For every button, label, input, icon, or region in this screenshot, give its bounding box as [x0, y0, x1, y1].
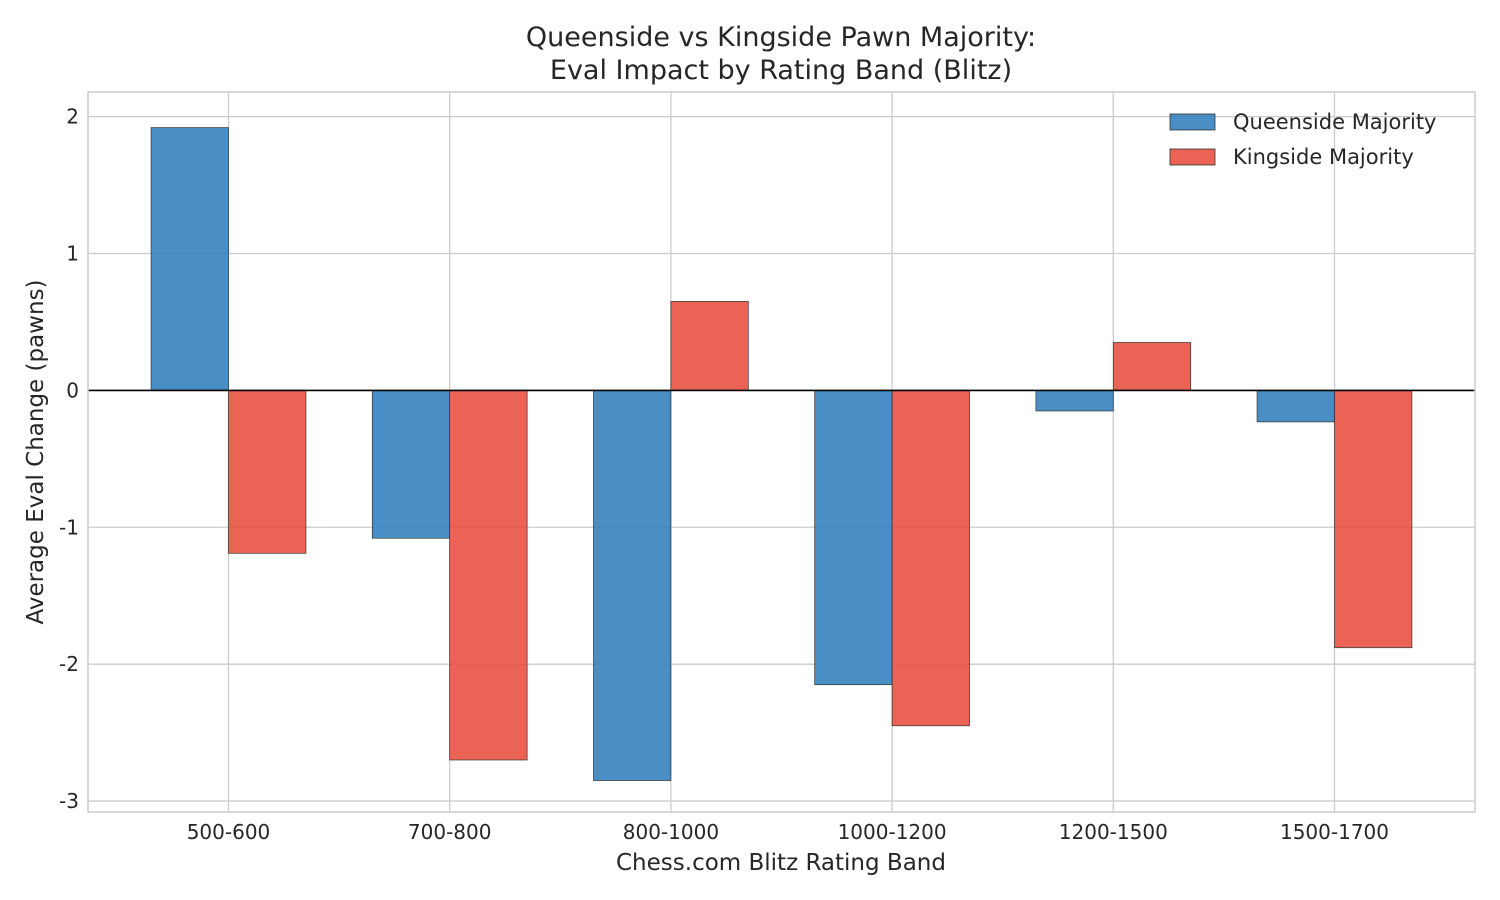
- chart-title-line-1: Queenside vs Kingside Pawn Majority:: [526, 22, 1036, 53]
- y-tick-label: 1: [66, 242, 79, 266]
- x-axis-label: Chess.com Blitz Rating Band: [616, 850, 946, 876]
- legend-swatch-queenside: [1169, 113, 1216, 131]
- bar-kingside-800-1000: [670, 301, 749, 391]
- y-tick-label: -3: [59, 789, 79, 813]
- x-tick-label: 500-600: [187, 820, 271, 844]
- y-tick-label: 2: [66, 105, 79, 129]
- bar-kingside-1000-1200: [891, 390, 970, 727]
- legend: Queenside Majority Kingside Majority: [1169, 110, 1437, 169]
- x-tick-label: 1200-1500: [1059, 820, 1168, 844]
- y-axis-ticks: 2 1 0 -1 -2 -3: [59, 105, 79, 813]
- bar-queenside-700-800: [371, 390, 451, 539]
- chart-title-line-2: Eval Impact by Rating Band (Blitz): [550, 55, 1012, 86]
- x-tick-label: 700-800: [408, 820, 492, 844]
- y-axis-label: Average Eval Change (pawns): [23, 279, 49, 624]
- y-tick-label: 0: [66, 378, 79, 402]
- x-axis-ticks: 500-600 700-800 800-1000 1000-1200 1200-1500…: [187, 820, 1389, 844]
- bar-queenside-800-1000: [593, 390, 672, 781]
- x-tick-label: 1000-1200: [838, 820, 947, 844]
- bar-queenside-1200-1500: [1035, 390, 1114, 412]
- bar-queenside-500-600: [150, 127, 229, 391]
- bar-queenside-1000-1200: [814, 390, 893, 686]
- x-tick-label: 1500-1700: [1280, 820, 1389, 844]
- legend-label-queenside: Queenside Majority: [1233, 110, 1437, 134]
- legend-label-kingside: Kingside Majority: [1233, 145, 1414, 169]
- plot-frame: [87, 91, 1476, 813]
- bars: [150, 127, 1413, 781]
- x-tick-label: 800-1000: [623, 820, 719, 844]
- bar-kingside-1500-1700: [1334, 390, 1413, 649]
- legend-swatch-kingside: [1169, 148, 1216, 166]
- bar-kingside-500-600: [228, 390, 307, 554]
- y-tick-label: -1: [59, 515, 79, 539]
- bar-queenside-1500-1700: [1256, 390, 1335, 423]
- bar-kingside-1200-1500: [1112, 342, 1192, 391]
- bar-kingside-700-800: [449, 390, 528, 761]
- y-tick-label: -2: [59, 652, 79, 676]
